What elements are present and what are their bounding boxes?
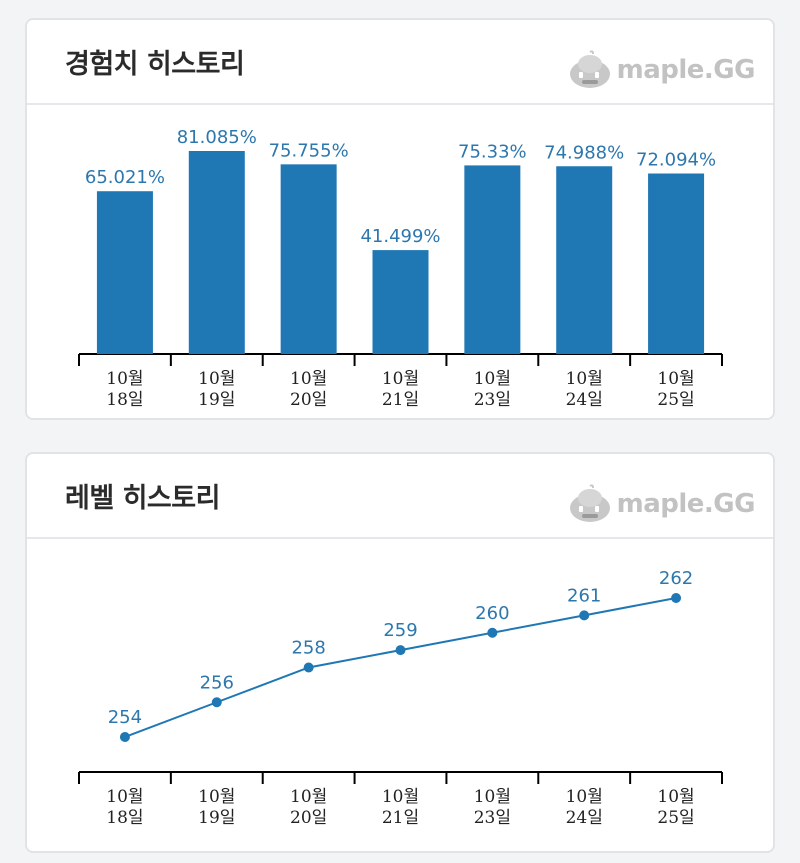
level-point xyxy=(303,662,314,673)
level-point xyxy=(671,593,682,603)
level-card-title: 레벨 히스토리 xyxy=(65,483,220,514)
level-tick-label: 10월 xyxy=(657,787,694,807)
exp-bar xyxy=(648,173,705,354)
exp-tick-label: 21일 xyxy=(382,390,419,410)
exp-card-title: 경험치 히스토리 xyxy=(65,49,245,80)
exp-tick-label: 23일 xyxy=(474,390,511,410)
exp-bar-label: 81.085% xyxy=(177,127,257,148)
exp-tick-label: 10월 xyxy=(474,369,511,389)
level-tick-label: 24일 xyxy=(566,808,603,828)
brand-name: maple.GG xyxy=(616,55,756,85)
exp-tick-label: 24일 xyxy=(566,390,603,410)
level-tick-label: 21일 xyxy=(382,808,419,828)
exp-bar-label: 75.33% xyxy=(458,141,527,162)
exp-bar xyxy=(188,151,245,354)
level-point xyxy=(487,627,498,638)
level-point xyxy=(119,732,130,742)
level-card-header: 레벨 히스토리 maple.GG xyxy=(27,454,773,539)
exp-bar xyxy=(464,165,521,354)
exp-bar-label: 72.094% xyxy=(636,150,716,171)
level-tick-label: 10월 xyxy=(290,787,327,807)
exp-bar xyxy=(96,191,153,354)
level-point xyxy=(579,610,590,621)
level-tick-label: 10월 xyxy=(382,787,419,807)
level-tick-label: 23일 xyxy=(474,808,511,828)
exp-bar-label: 75.755% xyxy=(269,140,349,161)
exp-bar xyxy=(556,166,613,354)
exp-tick-label: 10월 xyxy=(657,369,694,389)
exp-bar-chart: 10월18일10월19일10월20일10월21일10월23일10월24일10월2… xyxy=(78,127,723,410)
brand-logo: maple.GG xyxy=(567,484,756,524)
level-point-label: 254 xyxy=(108,707,142,728)
level-point xyxy=(395,645,406,656)
level-point xyxy=(211,697,222,708)
level-tick-label: 10월 xyxy=(198,787,235,807)
exp-tick-label: 18일 xyxy=(106,390,143,410)
level-point-label: 260 xyxy=(475,603,509,624)
exp-tick-label: 10월 xyxy=(198,369,235,389)
level-point-label: 262 xyxy=(659,568,693,589)
exp-tick-label: 20일 xyxy=(290,390,327,410)
level-history-card: 레벨 히스토리 maple.GG 10월 18일 10월 19일 10월 20일 10월 21… xyxy=(25,452,775,853)
level-point-label: 256 xyxy=(200,672,234,693)
exp-tick-label: 25일 xyxy=(657,390,694,410)
brand-logo: maple.GG xyxy=(567,50,756,90)
brand-name: maple.GG xyxy=(616,489,756,519)
exp-tick-label: 10월 xyxy=(106,369,143,389)
exp-tick-label: 19일 xyxy=(198,390,235,410)
exp-bar-label: 41.499% xyxy=(360,226,440,247)
exp-card-header: 경험치 히스토리 maple.GG xyxy=(27,20,773,105)
exp-bar-label: 65.021% xyxy=(85,167,165,188)
level-tick-label: 10월 xyxy=(474,787,511,807)
level-tick-label: 10월 xyxy=(566,787,603,807)
level-tick-label: 20일 xyxy=(290,808,327,828)
exp-bar xyxy=(280,164,337,354)
level-tick-label: 25일 xyxy=(657,808,694,828)
level-tick-label: 18일 xyxy=(106,808,143,828)
level-tick-label: 19일 xyxy=(198,808,235,828)
level-point-label: 261 xyxy=(567,585,601,606)
exp-tick-label: 10월 xyxy=(382,369,419,389)
level-series-line xyxy=(124,597,677,738)
level-point-label: 259 xyxy=(383,620,417,641)
level-tick-label: 10월 xyxy=(106,787,143,807)
mushroom-mascot-icon xyxy=(569,484,610,522)
level-point-label: 258 xyxy=(291,638,325,659)
exp-tick-label: 10월 xyxy=(566,369,603,389)
exp-tick-label: 10월 xyxy=(290,369,327,389)
exp-bar xyxy=(372,250,429,354)
exp-bar-label: 74.988% xyxy=(544,142,624,163)
level-line-chart: 10월18일10월19일10월20일10월21일10월23일10월24일10월2… xyxy=(78,568,723,828)
exp-history-card: 경험치 히스토리 maple.GG 10월 18일 10월 19일 10월 20일 10월 2… xyxy=(25,18,775,420)
mushroom-mascot-icon xyxy=(569,50,610,88)
